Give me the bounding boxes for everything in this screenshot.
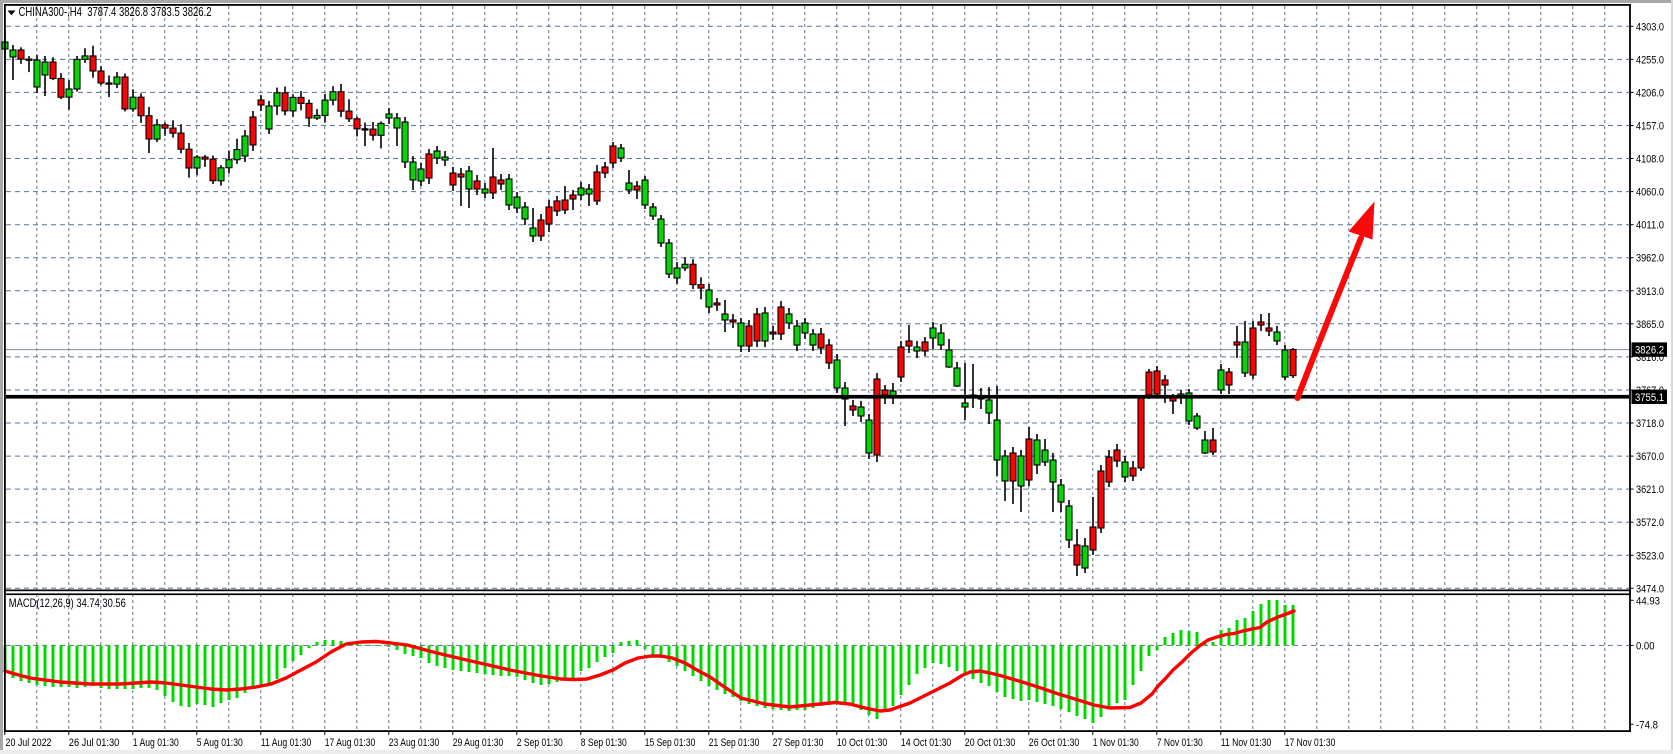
svg-text:1 Nov 01:30: 1 Nov 01:30 [1093, 737, 1139, 749]
svg-text:26 Jul 01:30: 26 Jul 01:30 [69, 737, 120, 749]
svg-text:3913.0: 3913.0 [1636, 286, 1664, 298]
svg-text:4157.0: 4157.0 [1636, 121, 1664, 133]
svg-text:20 Jul 2022: 20 Jul 2022 [6, 737, 52, 749]
svg-text:3718.0: 3718.0 [1636, 418, 1664, 430]
svg-text:20 Oct 01:30: 20 Oct 01:30 [965, 737, 1016, 749]
svg-text:4108.0: 4108.0 [1636, 154, 1664, 166]
svg-text:10 Oct 01:30: 10 Oct 01:30 [837, 737, 888, 749]
svg-text:4206.0: 4206.0 [1636, 87, 1664, 99]
svg-text:44.93: 44.93 [1636, 595, 1660, 607]
svg-text:11 Aug 01:30: 11 Aug 01:30 [261, 737, 312, 749]
svg-text:26 Oct 01:30: 26 Oct 01:30 [1029, 737, 1080, 749]
svg-text:3523.0: 3523.0 [1636, 550, 1664, 562]
svg-text:3755.1: 3755.1 [1635, 392, 1664, 404]
svg-text:3572.0: 3572.0 [1636, 517, 1664, 529]
svg-text:23 Aug 01:30: 23 Aug 01:30 [389, 737, 440, 749]
svg-text:15 Sep 01:30: 15 Sep 01:30 [645, 737, 696, 749]
svg-text:17 Aug 01:30: 17 Aug 01:30 [325, 737, 376, 749]
svg-text:4060.0: 4060.0 [1636, 187, 1664, 199]
svg-text:4303.0: 4303.0 [1636, 21, 1664, 33]
svg-text:3826.2: 3826.2 [1635, 345, 1664, 357]
svg-text:3474.0: 3474.0 [1636, 583, 1664, 595]
svg-text:7 Nov 01:30: 7 Nov 01:30 [1157, 737, 1203, 749]
svg-text:3670.0: 3670.0 [1636, 451, 1664, 463]
svg-text:17 Nov 01:30: 17 Nov 01:30 [1285, 737, 1336, 749]
svg-text:3621.0: 3621.0 [1636, 484, 1664, 496]
svg-text:-74.8: -74.8 [1636, 719, 1658, 731]
svg-text:5 Aug 01:30: 5 Aug 01:30 [197, 737, 243, 749]
svg-text:11 Nov 01:30: 11 Nov 01:30 [1221, 737, 1272, 749]
svg-text:8 Sep 01:30: 8 Sep 01:30 [581, 737, 627, 749]
svg-text:4255.0: 4255.0 [1636, 54, 1664, 66]
svg-text:0.00: 0.00 [1636, 640, 1655, 652]
svg-text:MACD(12,26,9) 34.74 30.56: MACD(12,26,9) 34.74 30.56 [9, 596, 126, 610]
svg-text:1 Aug 01:30: 1 Aug 01:30 [133, 737, 179, 749]
svg-text:29 Aug 01:30: 29 Aug 01:30 [453, 737, 504, 749]
svg-text:21 Sep 01:30: 21 Sep 01:30 [709, 737, 760, 749]
svg-text:CHINA300-,H4 3787.4 3826.8 37: CHINA300-,H4 3787.4 3826.8 3783.5 3826.2 [19, 5, 212, 19]
svg-text:4011.0: 4011.0 [1636, 220, 1664, 232]
svg-text:3865.0: 3865.0 [1636, 319, 1664, 331]
svg-text:3962.0: 3962.0 [1636, 253, 1664, 265]
svg-text:14 Oct 01:30: 14 Oct 01:30 [901, 737, 952, 749]
svg-text:27 Sep 01:30: 27 Sep 01:30 [773, 737, 824, 749]
svg-text:2 Sep 01:30: 2 Sep 01:30 [517, 737, 563, 749]
